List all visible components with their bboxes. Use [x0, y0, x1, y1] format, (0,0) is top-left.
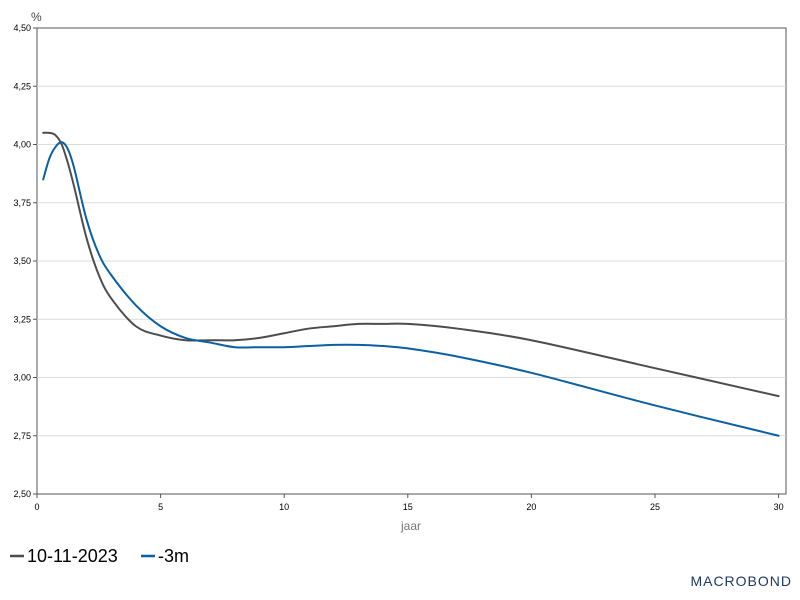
y-tick-label: 3,25 — [13, 314, 31, 324]
x-tick-label: 20 — [526, 502, 536, 512]
y-tick-label: 2,50 — [13, 489, 31, 499]
legend-label-series-2: -3m — [158, 546, 189, 566]
x-tick-label: 15 — [403, 502, 413, 512]
y-tick-label: 3,00 — [13, 373, 31, 383]
x-axis-ticks: 0 5 10 15 20 25 30 — [34, 494, 784, 512]
x-tick-label: 0 — [34, 502, 39, 512]
x-tick-label: 30 — [774, 502, 784, 512]
series-line-1 — [42, 131, 780, 398]
x-tick-label: 25 — [650, 502, 660, 512]
y-tick-label: 4,25 — [13, 81, 31, 91]
y-unit-label: % — [31, 10, 42, 24]
y-tick-label: 2,75 — [13, 431, 31, 441]
y-axis-ticks: 2,50 2,75 3,00 3,25 3,50 3,75 4,00 4,25 4,50 — [13, 23, 37, 499]
x-tick-label: 5 — [158, 502, 163, 512]
macrobond-logo: MACROBOND — [690, 573, 792, 589]
legend: 10-11-2023 -3m — [10, 546, 189, 566]
x-tick-label: 10 — [279, 502, 289, 512]
series-line-2 — [42, 141, 780, 437]
grid-lines — [37, 85, 786, 437]
y-tick-label: 3,50 — [13, 256, 31, 266]
x-axis-title: jaar — [400, 519, 421, 533]
legend-label-series-1: 10-11-2023 — [27, 546, 118, 566]
y-tick-label: 4,50 — [13, 23, 31, 33]
y-tick-label: 4,00 — [13, 140, 31, 150]
y-tick-label: 3,75 — [13, 198, 31, 208]
series-lines — [42, 131, 780, 437]
